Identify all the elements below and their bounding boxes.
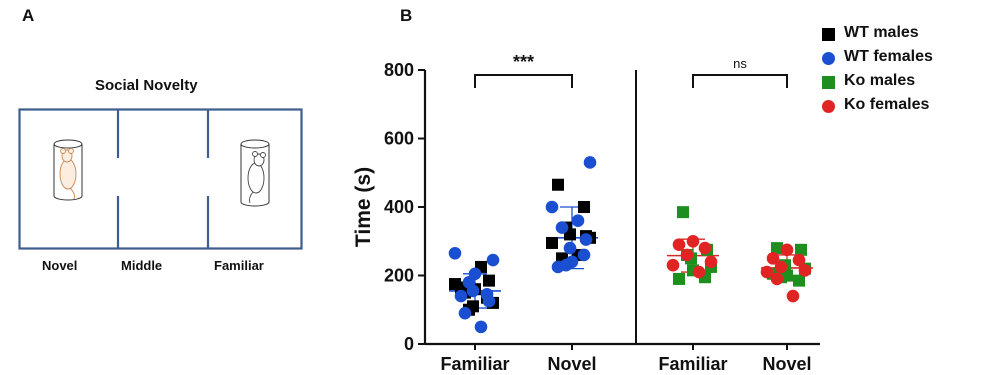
x-tick-label: Novel: [762, 354, 811, 374]
y-tick-label: 0: [404, 334, 414, 354]
significance-brackets: *** ns: [474, 52, 788, 88]
data-point-circle: [774, 260, 788, 274]
significance-bracket: [692, 74, 788, 88]
diagram-title: Social Novelty: [95, 77, 198, 94]
data-point-circle: [666, 258, 680, 272]
legend-label: WT males: [844, 24, 919, 41]
data-point-square: [771, 242, 783, 255]
data-point-circle: [462, 276, 476, 289]
data-point-square: [677, 206, 689, 219]
data-point-square: [552, 178, 564, 191]
novel-mouse-icon: [59, 148, 77, 200]
data-point-square: [467, 300, 479, 313]
data-point-circle: [486, 253, 500, 267]
y-tick-label: 200: [384, 266, 414, 286]
data-point-square: [578, 201, 590, 213]
scatter-dot-plot: 0 200 400 600 800 Time (s) Familiar Novel Famili…: [352, 52, 820, 374]
data-point-circle: [704, 255, 718, 269]
legend-label: Ko males: [844, 72, 916, 89]
panel-a-letter: A: [22, 6, 35, 25]
data-point-circle: [786, 289, 800, 303]
three-chamber-arena: [18, 108, 303, 250]
data-point-circle: [545, 200, 559, 214]
data-point-circle: [760, 265, 774, 279]
data-point-circle: [780, 243, 794, 257]
arena-walls: [18, 108, 303, 250]
data-point-circle: [555, 221, 569, 234]
data-point-circle: [571, 214, 585, 227]
panel-b-letter: B: [400, 6, 413, 25]
chamber-label-novel: Novel: [42, 258, 78, 273]
x-tick-label: Novel: [547, 354, 596, 374]
legend-label: WT females: [844, 48, 933, 65]
y-tick-label: 400: [384, 197, 414, 217]
data-point-square: [546, 236, 558, 249]
data-point-circle: [559, 258, 573, 272]
data-point-square: [673, 272, 685, 285]
data-point-square: [564, 228, 576, 241]
legend-label: Ko females: [844, 96, 930, 113]
chamber-label-middle: Middle: [121, 258, 163, 273]
data-point-circle: [474, 320, 488, 334]
novel-cage-icon: [53, 139, 83, 201]
legend-circle-icon: [822, 52, 835, 65]
mean-sd-bars: [449, 206, 813, 309]
data-point-circle: [577, 248, 591, 262]
data-point-circle: [766, 252, 780, 265]
data-points: [448, 156, 812, 334]
data-point-circle: [454, 289, 468, 303]
data-point-square: [483, 274, 495, 287]
legend-circle-icon: [822, 100, 835, 113]
x-tick-label: Familiar: [440, 354, 509, 374]
data-point-circle: [798, 264, 812, 277]
data-point-circle: [458, 306, 472, 320]
data-point-square: [795, 243, 807, 256]
data-point-circle: [579, 233, 593, 246]
data-point-circle: [698, 241, 712, 255]
data-point-square: [793, 274, 805, 287]
data-point-circle: [680, 248, 694, 262]
plot-axes: 0 200 400 600 800 Time (s) Familiar Novel Famili…: [352, 60, 820, 374]
data-point-circle: [583, 156, 597, 169]
data-point-circle: [692, 265, 706, 279]
data-point-circle: [563, 241, 577, 255]
arena-outer-wall: [18, 108, 303, 250]
significance-bracket: [474, 74, 573, 88]
data-point-square: [449, 278, 461, 291]
legend-square-icon: [822, 76, 835, 89]
familiar-mouse-icon: [247, 151, 266, 204]
familiar-cage-icon: [240, 139, 270, 207]
significance-label: ***: [513, 52, 534, 72]
y-axis-label: Time (s): [352, 167, 375, 247]
data-point-circle: [672, 238, 686, 251]
y-tick-label: 800: [384, 60, 414, 80]
data-point-circle: [770, 272, 784, 286]
significance-label: ns: [733, 56, 747, 71]
chamber-label-familiar: Familiar: [214, 258, 264, 273]
data-point-circle: [480, 288, 494, 301]
y-tick-label: 600: [384, 129, 414, 149]
legend-square-icon: [822, 28, 835, 41]
data-point-circle: [686, 234, 700, 248]
x-tick-label: Familiar: [658, 354, 727, 374]
data-point-circle: [792, 253, 806, 267]
data-point-circle: [448, 246, 462, 260]
